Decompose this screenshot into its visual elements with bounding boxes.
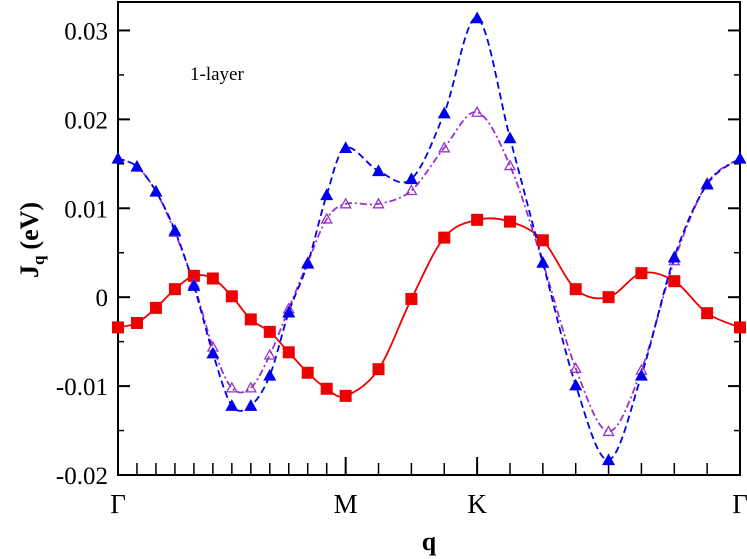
marker xyxy=(225,399,239,411)
marker xyxy=(339,389,352,402)
marker xyxy=(635,267,648,280)
y-tick-label: -0.01 xyxy=(56,374,108,401)
marker xyxy=(471,213,484,226)
marker xyxy=(149,184,163,197)
marker xyxy=(668,275,681,288)
x-tick-label: Γ xyxy=(110,489,126,519)
marker xyxy=(244,381,257,393)
marker xyxy=(470,11,484,24)
marker xyxy=(168,283,181,296)
marker xyxy=(438,231,451,244)
marker xyxy=(130,159,144,172)
series-line xyxy=(117,111,741,433)
marker xyxy=(130,316,143,329)
marker xyxy=(372,197,385,209)
marker xyxy=(569,378,583,391)
marker xyxy=(112,321,124,334)
marker xyxy=(536,256,550,268)
marker xyxy=(206,272,219,285)
marker xyxy=(602,291,615,304)
y-tick-label: 0 xyxy=(96,285,109,312)
marker xyxy=(263,348,276,360)
marker xyxy=(405,184,418,196)
marker xyxy=(320,188,334,201)
marker xyxy=(503,131,517,144)
marker xyxy=(667,250,681,263)
marker xyxy=(404,172,418,185)
y-axis-label: Jq (eV) xyxy=(15,202,48,278)
marker xyxy=(471,105,484,117)
marker xyxy=(187,269,200,282)
marker xyxy=(225,381,238,393)
marker xyxy=(263,325,276,338)
marker xyxy=(569,361,582,373)
marker xyxy=(206,346,220,359)
marker xyxy=(733,151,747,164)
marker xyxy=(168,223,182,236)
y-tick-label: 0.03 xyxy=(64,18,108,45)
marker xyxy=(602,425,615,437)
marker xyxy=(111,151,125,164)
marker xyxy=(602,453,616,466)
marker xyxy=(301,366,314,379)
marker xyxy=(569,283,582,296)
annotation: 1-layer xyxy=(190,64,244,85)
marker xyxy=(339,197,352,209)
marker xyxy=(301,256,315,269)
marker xyxy=(438,141,451,153)
y-label-sub: q xyxy=(29,255,48,265)
marker xyxy=(187,279,201,291)
series-line xyxy=(117,217,741,398)
marker xyxy=(372,363,385,376)
marker xyxy=(372,164,386,177)
marker xyxy=(701,307,714,320)
marker xyxy=(320,382,333,395)
marker xyxy=(405,292,418,305)
marker xyxy=(282,305,296,318)
marker xyxy=(149,301,162,314)
marker xyxy=(339,141,353,154)
x-tick-label: M xyxy=(334,489,358,519)
marker xyxy=(634,368,648,381)
marker xyxy=(244,399,258,411)
plot-frame xyxy=(117,1,741,476)
marker xyxy=(503,215,516,228)
marker xyxy=(282,346,295,359)
marker xyxy=(700,177,714,190)
y-label-unit: (eV) xyxy=(15,202,44,250)
x-tick-label: Γ xyxy=(732,489,747,519)
marker xyxy=(225,290,238,303)
marker xyxy=(536,234,549,247)
x-tick-label: K xyxy=(467,489,487,519)
marker xyxy=(244,313,257,326)
marker xyxy=(320,212,333,224)
marker xyxy=(437,106,451,119)
y-label-main: J xyxy=(15,265,44,278)
y-tick-label: -0.02 xyxy=(56,463,108,490)
x-axis-label: q xyxy=(422,527,437,556)
y-tick-label: 0.02 xyxy=(64,107,108,134)
marker xyxy=(503,159,517,171)
y-tick-label: 0.01 xyxy=(64,196,108,223)
marker xyxy=(263,368,277,381)
marker xyxy=(734,321,746,334)
